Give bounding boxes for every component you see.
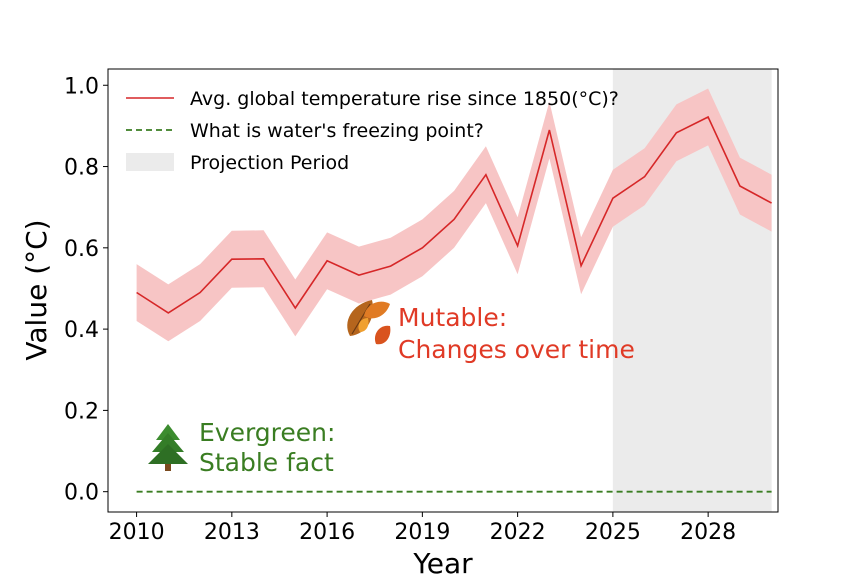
y-tick-label: 0.0 [64, 481, 99, 506]
x-axis-title: Year [412, 547, 473, 576]
falling-leaves-icon [347, 300, 391, 345]
legend-label-projection: Projection Period [190, 152, 349, 174]
annotation-evergreen-line1: Evergreen: [199, 418, 335, 447]
plot-frame [107, 68, 779, 513]
x-tick-label: 2028 [680, 520, 736, 545]
legend: Avg. global temperature rise since 1850(… [126, 88, 619, 174]
annotation-mutable-line2: Changes over time [398, 335, 635, 364]
y-tick-label: 0.8 [64, 156, 99, 181]
legend-label-freezing-point: What is water's freezing point? [190, 120, 484, 142]
temperature-series-line [136, 115, 772, 314]
y-axis-ticks: 0.0 0.2 0.4 0.6 0.8 1.0 [64, 74, 108, 506]
y-tick-label: 0.6 [64, 237, 99, 262]
x-tick-label: 2025 [585, 520, 641, 545]
y-axis-title: Value (°C) [20, 219, 53, 360]
x-axis-ticks: 2010 2013 2016 2019 2022 2025 2028 [109, 512, 736, 545]
temperature-uncertainty-band [136, 88, 772, 342]
x-tick-label: 2010 [109, 520, 165, 545]
plot-area [107, 68, 779, 513]
y-tick-label: 0.2 [64, 399, 99, 424]
annotation-mutable: Mutable: Changes over time [347, 300, 635, 364]
y-tick-label: 1.0 [64, 74, 99, 99]
y-tick-label: 0.4 [64, 318, 99, 343]
legend-label-temperature: Avg. global temperature rise since 1850(… [190, 88, 619, 110]
annotation-mutable-line1: Mutable: [398, 303, 507, 332]
x-tick-label: 2019 [394, 520, 450, 545]
x-tick-label: 2022 [490, 520, 546, 545]
annotation-evergreen: Evergreen: Stable fact [148, 418, 335, 477]
x-tick-label: 2016 [299, 520, 355, 545]
annotation-evergreen-line2: Stable fact [199, 448, 334, 477]
x-tick-label: 2013 [204, 520, 260, 545]
evergreen-tree-icon [148, 424, 188, 471]
legend-swatch-projection [126, 153, 174, 171]
